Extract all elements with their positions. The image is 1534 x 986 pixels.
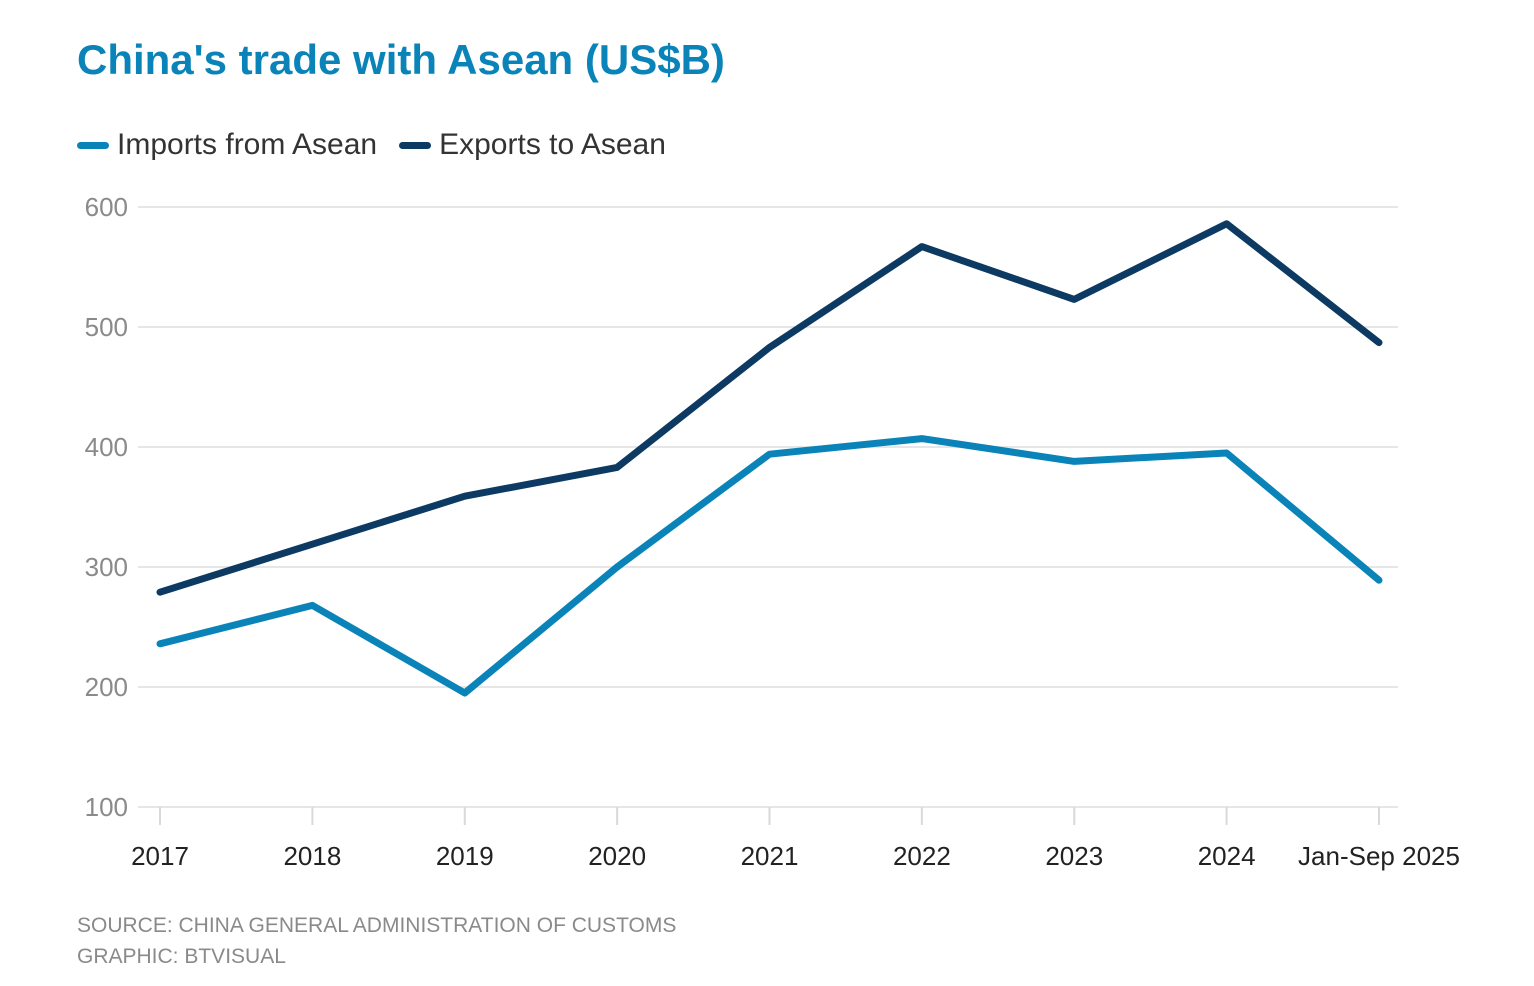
data-point-1-7 <box>1226 223 1228 225</box>
legend-swatch-imports <box>77 141 109 149</box>
x-axis: 2017 2018 2019 2020 2021 2022 2023 2024 Jan-Sep … <box>131 807 1460 871</box>
y-tick-label-200: 200 <box>85 672 128 702</box>
y-tick-label-500: 500 <box>85 312 128 342</box>
graphic-credit: GRAPHIC: BTVISUAL <box>77 945 286 968</box>
x-tick-label-5: 2022 <box>893 841 951 871</box>
x-tick-label-2: 2019 <box>436 841 494 871</box>
x-tick-label-7: 2024 <box>1198 841 1256 871</box>
data-point-1-0 <box>159 591 161 593</box>
y-tick-label-300: 300 <box>85 552 128 582</box>
series-line-0 <box>156 435 1383 697</box>
data-point-0-6 <box>1073 460 1075 462</box>
data-point-1-4 <box>769 346 770 348</box>
legend: Imports from Asean Exports to Asean <box>77 128 688 162</box>
gridlines <box>138 206 1398 808</box>
chart-title: China's trade with Asean (US$B) <box>77 36 725 83</box>
x-tick-label-8: Jan-Sep 2025 <box>1298 841 1460 871</box>
footer: SOURCE: CHINA GENERAL ADMINISTRATION OF … <box>77 910 676 972</box>
legend-item-imports: Imports from Asean <box>77 128 377 162</box>
data-point-1-6 <box>1073 298 1075 300</box>
data-point-0-3 <box>616 566 618 568</box>
data-point-1-5 <box>921 246 923 248</box>
data-point-1-2 <box>464 495 466 497</box>
legend-label-exports: Exports to Asean <box>439 128 666 161</box>
data-point-0-5 <box>921 438 923 440</box>
y-tick-label-100: 100 <box>85 792 128 822</box>
data-point-1-1 <box>311 543 313 545</box>
y-tick-label-600: 600 <box>85 192 128 222</box>
data-point-0-4 <box>769 453 770 455</box>
series-lines <box>156 220 1383 697</box>
legend-label-imports: Imports from Asean <box>117 128 378 161</box>
source-note: SOURCE: CHINA GENERAL ADMINISTRATION OF … <box>77 914 677 937</box>
data-point-1-8 <box>1378 342 1380 344</box>
data-point-0-1 <box>311 604 313 606</box>
legend-item-exports: Exports to Asean <box>399 128 666 162</box>
data-point-0-7 <box>1226 452 1228 454</box>
x-tick-label-4: 2021 <box>741 841 799 871</box>
legend-swatch-exports <box>399 141 432 149</box>
y-axis: 100 200 300 400 500 600 <box>85 192 128 822</box>
series-line-1 <box>156 220 1383 596</box>
x-tick-label-1: 2018 <box>283 841 341 871</box>
data-point-0-0 <box>159 643 161 645</box>
x-tick-label-6: 2023 <box>1045 841 1103 871</box>
data-point-0-8 <box>1378 579 1380 581</box>
data-point-0-2 <box>464 692 466 694</box>
y-tick-label-400: 400 <box>85 432 128 462</box>
x-tick-label-0: 2017 <box>131 841 189 871</box>
data-point-1-3 <box>616 466 618 468</box>
x-tick-label-3: 2020 <box>588 841 646 871</box>
